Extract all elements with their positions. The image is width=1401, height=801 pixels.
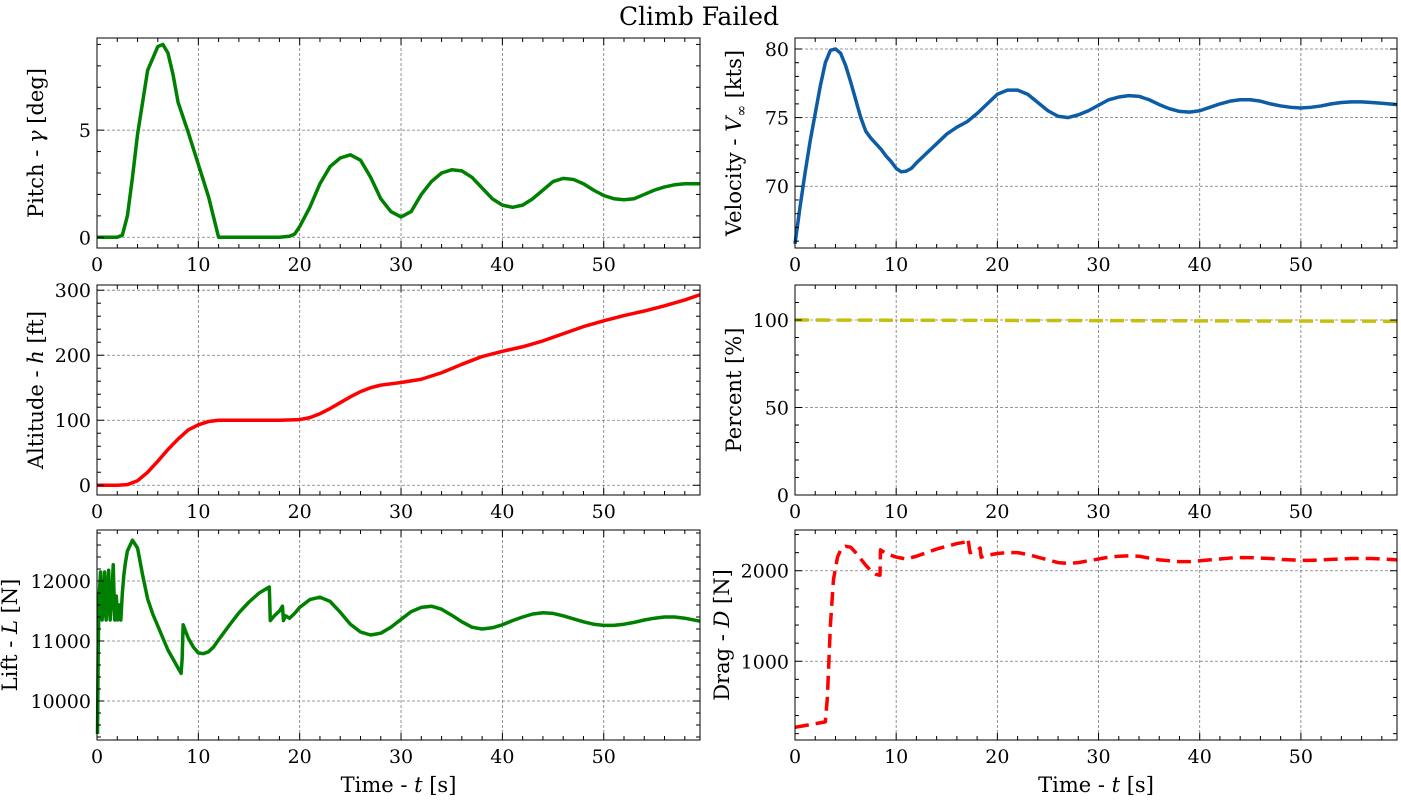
drag-grid	[795, 530, 1397, 740]
altitude-ticks	[96, 285, 700, 495]
y-tick-label: 80	[765, 39, 789, 61]
velocity-grid	[795, 38, 1397, 248]
x-tick-label: 0	[789, 254, 801, 276]
drag-axes-frame	[794, 529, 1398, 741]
lift-ylabel: Lift - L [N]	[0, 579, 22, 692]
x-tick-label: 30	[389, 254, 413, 276]
x-tick-label: 20	[288, 254, 312, 276]
y-tick-label: 0	[79, 475, 91, 497]
percent-grid	[795, 285, 1397, 495]
y-tick-label: 12000	[31, 571, 91, 593]
y-tick-label: 0	[79, 227, 91, 249]
x-tick-label: 30	[1086, 254, 1110, 276]
drag-panel: 0 10 20 30 40 50 1000 2000 Drag - D [N] Time - t …	[710, 529, 1398, 797]
pitch-series-line	[97, 42, 700, 240]
y-tick-label: 0	[777, 485, 789, 507]
x-tick-label: 20	[985, 254, 1009, 276]
y-tick-label: 5	[79, 120, 91, 142]
x-tick-label: 0	[91, 254, 103, 276]
x-tick-label: 50	[592, 746, 616, 768]
velocity-ylabel: Velocity - V∞ [kts]	[722, 50, 750, 237]
drag-series-line	[794, 537, 1398, 730]
lift-series-line	[95, 538, 701, 735]
y-tick-label: 200	[55, 345, 91, 367]
x-tick-label: 10	[186, 501, 210, 523]
x-tick-label: 10	[884, 746, 908, 768]
x-tick-label: 40	[490, 254, 514, 276]
x-tick-label: 50	[592, 501, 616, 523]
x-tick-label: 10	[186, 254, 210, 276]
x-tick-label: 30	[1086, 746, 1110, 768]
y-tick-label: 2000	[741, 561, 789, 583]
altitude-ylabel: Altitude - h [ft]	[24, 311, 48, 470]
x-tick-label: 20	[288, 501, 312, 523]
velocity-series-line	[793, 47, 1398, 245]
y-tick-label: 75	[765, 108, 789, 130]
altitude-grid	[97, 285, 700, 495]
x-tick-label: 40	[1188, 501, 1212, 523]
y-tick-label: 1000	[741, 651, 789, 673]
x-tick-label: 0	[91, 746, 103, 768]
percent-series-line	[794, 318, 1398, 323]
lift-panel: 0 10 20 30 40 50 10000 11000 12000 Lift - L [N] Ti…	[0, 529, 701, 797]
x-tick-label: 0	[789, 501, 801, 523]
lift-ticks	[96, 530, 700, 740]
pitch-axes-frame	[96, 37, 701, 249]
x-tick-label: 0	[789, 746, 801, 768]
x-tick-label: 20	[288, 746, 312, 768]
x-tick-label: 10	[884, 254, 908, 276]
percent-ticks	[794, 284, 1397, 496]
velocity-ticks	[794, 38, 1397, 248]
drag-ylabel: Drag - D [N]	[710, 569, 734, 701]
drag-xlabel: Time - t [s]	[1038, 773, 1154, 797]
altitude-panel: 0 10 20 30 40 50 0 100 200 300 Altitude - h [ft]	[24, 280, 701, 523]
x-tick-label: 40	[1188, 746, 1212, 768]
lift-xlabel: Time - t [s]	[341, 773, 457, 797]
altitude-axes-frame	[96, 284, 701, 496]
figure-title: Climb Failed	[619, 2, 779, 31]
lift-axes-frame	[96, 529, 701, 741]
percent-panel: 0 10 20 30 40 50 0 50 100 Percent [%]	[722, 284, 1398, 523]
x-tick-label: 50	[1289, 501, 1313, 523]
x-tick-label: 10	[884, 501, 908, 523]
altitude-series-line	[97, 293, 701, 487]
y-tick-label: 11000	[31, 631, 91, 653]
x-tick-label: 10	[186, 746, 210, 768]
x-tick-label: 20	[985, 746, 1009, 768]
y-tick-label: 50	[765, 398, 789, 420]
x-tick-label: 40	[490, 746, 514, 768]
drag-ticks	[794, 530, 1397, 740]
lift-grid	[97, 530, 700, 740]
percent-axes-frame	[794, 284, 1398, 496]
pitch-grid	[97, 38, 700, 248]
x-tick-label: 40	[1188, 254, 1212, 276]
velocity-panel: 0 10 20 30 40 50 70 75 80 Velocity - V∞ [kts]	[722, 37, 1398, 276]
x-tick-label: 20	[985, 501, 1009, 523]
x-tick-label: 0	[91, 501, 103, 523]
x-tick-label: 40	[490, 501, 514, 523]
y-tick-label: 100	[753, 310, 789, 332]
y-tick-label: 70	[765, 176, 789, 198]
velocity-axes-frame	[794, 37, 1398, 249]
percent-ylabel: Percent [%]	[722, 328, 746, 453]
y-tick-label: 10000	[31, 691, 91, 713]
y-tick-label: 300	[55, 280, 91, 302]
x-tick-label: 50	[1289, 746, 1313, 768]
x-tick-label: 50	[592, 254, 616, 276]
pitch-ticks	[96, 38, 700, 248]
pitch-panel: 0 10 20 30 40 50 0 5 Pitch - γ [deg]	[24, 37, 701, 276]
y-tick-label: 100	[55, 410, 91, 432]
x-tick-label: 30	[389, 746, 413, 768]
x-tick-label: 30	[389, 501, 413, 523]
x-tick-label: 50	[1289, 254, 1313, 276]
pitch-ylabel: Pitch - γ [deg]	[24, 68, 48, 218]
x-tick-label: 30	[1086, 501, 1110, 523]
